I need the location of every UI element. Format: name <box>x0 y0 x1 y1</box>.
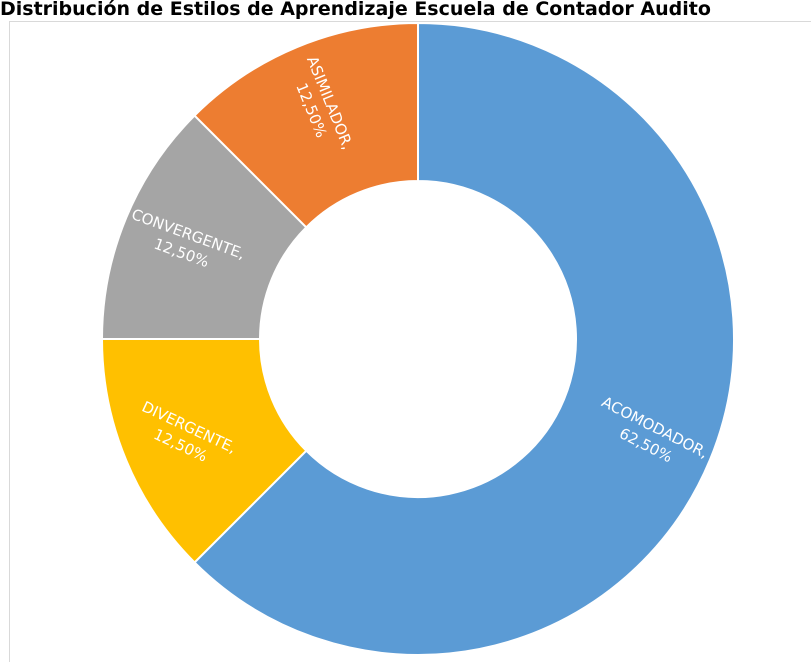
chart-title: Distribución de Estilos de Aprendizaje E… <box>0 0 711 20</box>
slice-convergente <box>100 114 308 340</box>
slice-acomodador <box>193 21 735 656</box>
slice-asimilador <box>193 21 419 229</box>
slice-divergente <box>100 338 308 564</box>
chart-area <box>9 21 811 662</box>
